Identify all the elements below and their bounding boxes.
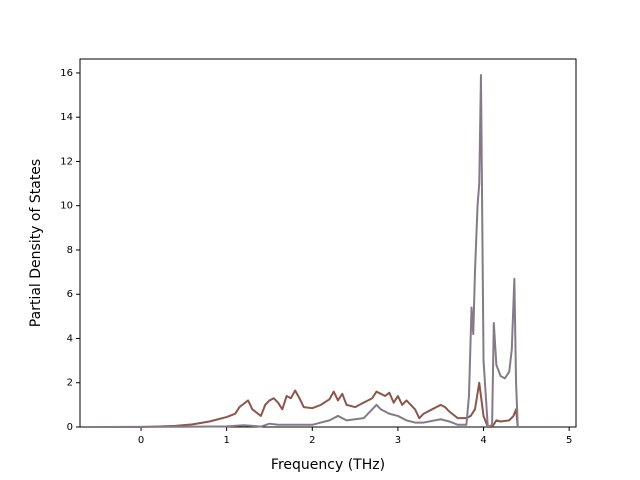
y-tick-label: 6 — [67, 289, 73, 300]
x-tick-label: 5 — [566, 435, 572, 446]
y-axis-label: Partial Density of States — [28, 159, 44, 327]
plot-frame — [79, 58, 577, 428]
x-tick-label: 2 — [309, 435, 315, 446]
x-axis-label: Frequency (THz) — [271, 457, 385, 473]
y-tick-label: 0 — [67, 422, 73, 433]
x-tick-label: 3 — [395, 435, 401, 446]
series-line — [102, 381, 554, 428]
y-tick-label: 16 — [60, 68, 73, 79]
y-tick-label: 4 — [67, 333, 73, 344]
y-tick-label: 12 — [60, 156, 73, 167]
series-line — [102, 74, 554, 428]
y-tick-label: 8 — [67, 245, 73, 256]
x-tick-label: 0 — [138, 435, 144, 446]
y-tick-label: 14 — [60, 112, 73, 123]
x-tick-label: 1 — [223, 435, 229, 446]
y-tick-label: 2 — [67, 378, 73, 389]
y-tick-label: 10 — [60, 201, 73, 212]
x-tick-label: 4 — [480, 435, 486, 446]
